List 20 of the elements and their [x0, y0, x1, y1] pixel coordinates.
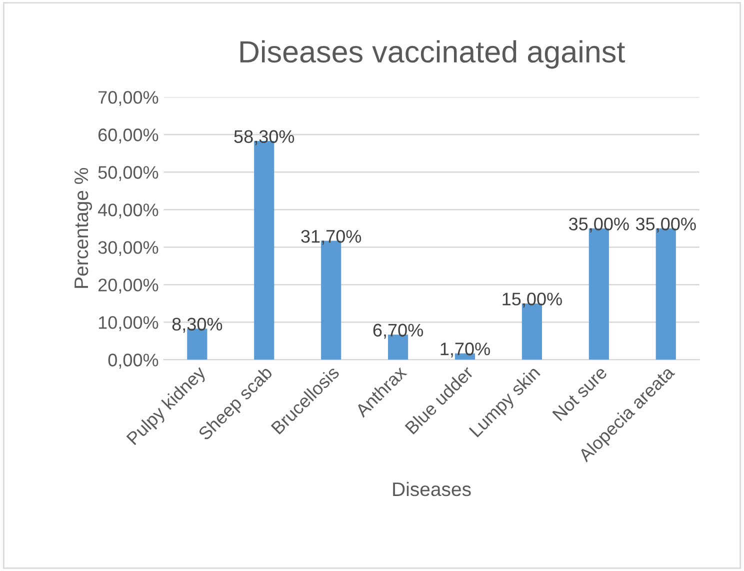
x-tick-label: Not sure — [552, 366, 608, 422]
y-tick-label: 30,00% — [98, 241, 158, 256]
y-tick-label: 40,00% — [98, 204, 158, 218]
data-label: 15,00% — [502, 292, 562, 308]
data-label: 31,70% — [301, 230, 362, 245]
y-axis-title: Percentage % — [74, 168, 92, 288]
data-label: 58,30% — [234, 130, 294, 146]
y-tick-label: 60,00% — [98, 128, 158, 144]
data-label: 6,70% — [373, 324, 423, 339]
y-tick-label: 20,00% — [98, 278, 158, 294]
y-tick-label: 10,00% — [98, 316, 158, 332]
data-label: 35,00% — [568, 218, 629, 233]
chart-title: Diseases vaccinated against — [240, 40, 625, 69]
data-label: 8,30% — [172, 318, 222, 333]
data-label: 1,70% — [440, 342, 490, 358]
x-axis-title: Diseases — [393, 482, 471, 496]
y-tick-label: 50,00% — [98, 166, 158, 181]
y-tick-label: 0,00% — [108, 354, 158, 369]
data-label: 35,00% — [636, 218, 696, 233]
y-tick-label: 70,00% — [98, 91, 158, 106]
